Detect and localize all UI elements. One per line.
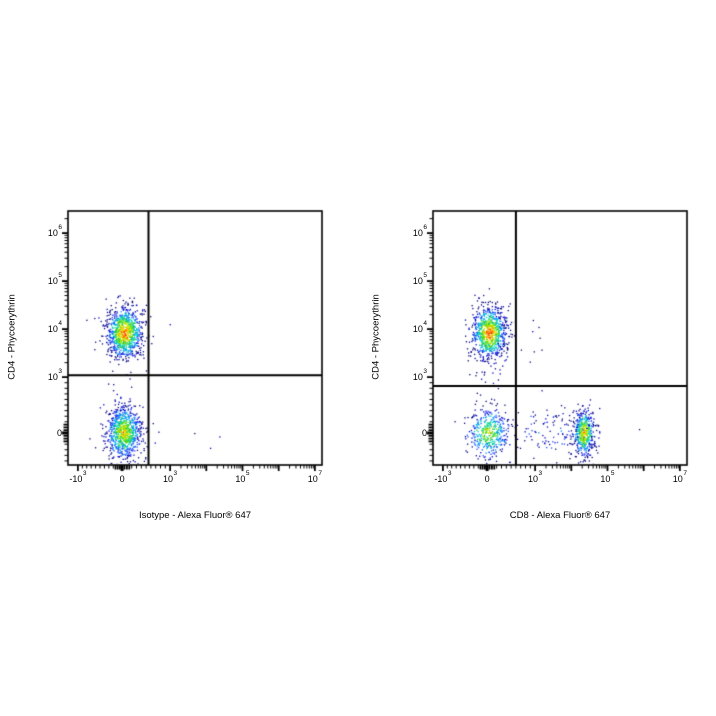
y-tick-label: 0 <box>56 427 62 438</box>
y-tick-label: 105 <box>412 271 427 287</box>
x-tick-label: 0 <box>484 474 490 484</box>
y-tick-label: 104 <box>47 319 62 335</box>
x-tick-label: 105 <box>235 469 250 484</box>
y-tick-label: 0 <box>421 427 427 438</box>
x-tick-label: -103 <box>434 469 452 484</box>
x-tick-label: -103 <box>69 469 87 484</box>
x-tick-label: 107 <box>672 469 687 484</box>
x-tick-label: 103 <box>528 469 543 484</box>
y-axis-title-left: CD4 - Phycoerythrin <box>6 294 18 380</box>
y-tick-label: 105 <box>47 271 62 287</box>
x-tick-label: 0 <box>119 474 125 484</box>
y-tick-label: 103 <box>47 367 62 383</box>
y-tick-label: 106 <box>412 223 427 239</box>
x-tick-label: 103 <box>163 469 178 484</box>
x-axis-title-right: CD8 - Alexa Fluor® 647 <box>509 510 611 521</box>
y-axis-title-right: CD4 - Phycoerythrin <box>370 294 382 380</box>
x-tick-label: 105 <box>600 469 615 484</box>
y-tick-label: 106 <box>47 223 62 239</box>
x-tick-label: 107 <box>307 469 322 484</box>
y-tick-label: 103 <box>412 367 427 383</box>
x-axis-title-left: Isotype - Alexa Fluor® 647 <box>138 510 252 521</box>
y-tick-label: 104 <box>412 319 427 335</box>
